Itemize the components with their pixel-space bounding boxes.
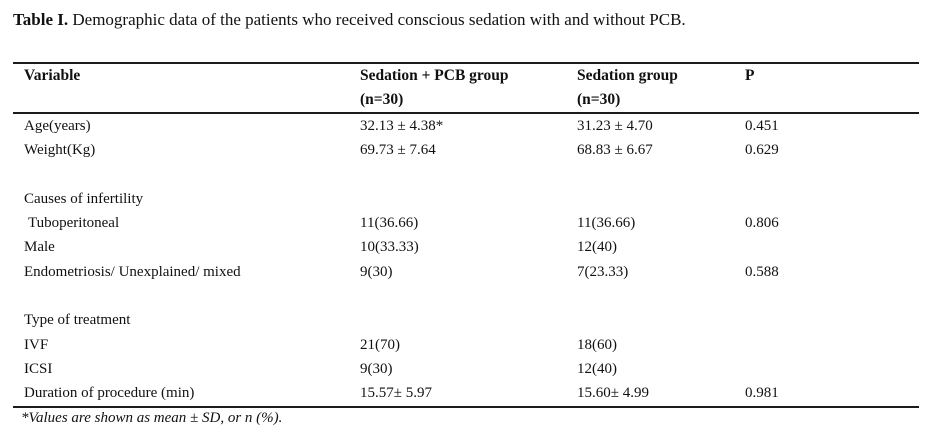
cell-p-value: 0.981 xyxy=(745,385,779,402)
table-header-row: Variable Sedation + PCB group (n=30) Sed… xyxy=(13,64,919,114)
table-caption: Table I. Demographic data of the patient… xyxy=(13,10,686,30)
cell-pcb-group: 10(33.33) xyxy=(360,239,419,256)
cell-pcb-group: 32.13 ± 4.38* xyxy=(360,117,444,134)
cell-pcb-group: 9(30) xyxy=(360,263,393,280)
cell-variable: Duration of procedure (min) xyxy=(24,385,195,402)
table-row-spacer xyxy=(13,284,919,308)
cell-variable: Causes of infertility xyxy=(24,190,144,207)
table-row-causes-of-infertility: Causes of infertility xyxy=(13,187,919,211)
table-body: Age(years) 32.13 ± 4.38* 31.23 ± 4.70 0.… xyxy=(13,114,919,406)
cell-sedation-group: 12(40) xyxy=(577,360,617,377)
cell-variable: Weight(Kg) xyxy=(24,141,96,158)
table-row-male: Male 10(33.33) 12(40) xyxy=(13,236,919,260)
table-row-duration: Duration of procedure (min) 15.57± 5.97 … xyxy=(13,382,919,406)
cell-p-value: 0.451 xyxy=(745,117,779,134)
table-row-tuboperitoneal: Tuboperitoneal 11(36.66) 11(36.66) 0.806 xyxy=(13,211,919,235)
demographics-table: Variable Sedation + PCB group (n=30) Sed… xyxy=(13,62,919,408)
cell-pcb-group: 21(70) xyxy=(360,336,400,353)
table-row-type-of-treatment: Type of treatment xyxy=(13,309,919,333)
header-p-value: P xyxy=(745,67,755,84)
cell-pcb-group: 15.57± 5.97 xyxy=(360,385,432,402)
table-caption-label: Table I. xyxy=(13,10,69,29)
table-row-weight: Weight(Kg) 69.73 ± 7.64 68.83 ± 6.67 0.6… xyxy=(13,138,919,162)
table-footnote: *Values are shown as mean ± SD, or n (%)… xyxy=(21,410,283,426)
table-row-icsi: ICSI 9(30) 12(40) xyxy=(13,357,919,381)
cell-variable: Male xyxy=(24,239,55,256)
header-pcb-group: Sedation + PCB group (n=30) xyxy=(360,64,577,112)
table-caption-text: Demographic data of the patients who rec… xyxy=(68,10,686,29)
cell-sedation-group: 18(60) xyxy=(577,336,617,353)
header-sedation-group-name: Sedation group xyxy=(577,67,678,84)
table-row-age: Age(years) 32.13 ± 4.38* 31.23 ± 4.70 0.… xyxy=(13,114,919,138)
table-row-spacer xyxy=(13,163,919,187)
table-row-endometriosis: Endometriosis/ Unexplained/ mixed 9(30) … xyxy=(13,260,919,284)
cell-variable: ICSI xyxy=(24,360,53,377)
header-pcb-group-n: (n=30) xyxy=(360,91,404,108)
cell-sedation-group: 15.60± 4.99 xyxy=(577,385,649,402)
cell-sedation-group: 7(23.33) xyxy=(577,263,629,280)
cell-sedation-group: 11(36.66) xyxy=(577,214,636,231)
cell-variable: Endometriosis/ Unexplained/ mixed xyxy=(24,263,241,280)
cell-variable: Type of treatment xyxy=(24,312,131,329)
table-row-ivf: IVF 21(70) 18(60) xyxy=(13,333,919,357)
cell-variable: Age(years) xyxy=(24,117,91,134)
cell-sedation-group: 68.83 ± 6.67 xyxy=(577,141,653,158)
cell-p-value: 0.806 xyxy=(745,214,779,231)
cell-p-value: 0.588 xyxy=(745,263,779,280)
header-variable: Variable xyxy=(24,67,81,84)
cell-sedation-group: 31.23 ± 4.70 xyxy=(577,117,653,134)
header-sedation-group: Sedation group (n=30) xyxy=(577,64,745,112)
cell-pcb-group: 9(30) xyxy=(360,360,393,377)
cell-variable: IVF xyxy=(24,336,49,353)
cell-p-value: 0.629 xyxy=(745,141,779,158)
header-pcb-group-name: Sedation + PCB group xyxy=(360,67,509,84)
cell-variable: Tuboperitoneal xyxy=(28,214,120,231)
cell-sedation-group: 12(40) xyxy=(577,239,617,256)
header-sedation-group-n: (n=30) xyxy=(577,91,621,108)
cell-pcb-group: 11(36.66) xyxy=(360,214,419,231)
cell-pcb-group: 69.73 ± 7.64 xyxy=(360,141,436,158)
